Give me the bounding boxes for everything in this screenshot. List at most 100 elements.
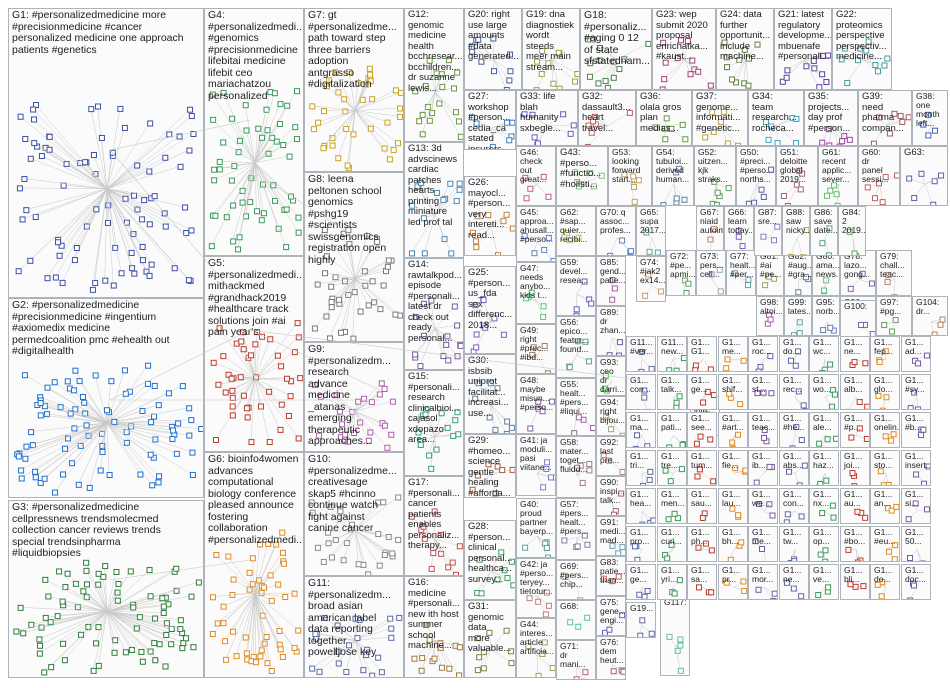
node xyxy=(541,343,548,350)
node xyxy=(707,366,714,371)
node xyxy=(75,481,82,488)
node xyxy=(213,437,220,444)
edge xyxy=(702,511,706,523)
group-nodes-g79 xyxy=(884,271,898,295)
group-nodes-misc-66 xyxy=(815,584,832,599)
node xyxy=(36,636,43,643)
edge xyxy=(414,328,436,355)
node xyxy=(751,199,758,205)
node xyxy=(350,335,357,341)
node xyxy=(396,614,403,621)
node xyxy=(280,549,287,556)
edge xyxy=(344,278,356,332)
node xyxy=(225,553,232,560)
node xyxy=(664,555,671,561)
node xyxy=(494,463,501,470)
node xyxy=(41,475,48,482)
node xyxy=(309,665,316,672)
group-panel-g90: G90: inspi... talk... xyxy=(596,476,626,516)
group-panel-misc-41: G1... men... xyxy=(657,488,687,524)
node xyxy=(350,131,357,138)
node xyxy=(740,578,747,585)
node xyxy=(726,390,733,397)
node xyxy=(543,544,550,551)
group-panel-misc-32: G1... tum... xyxy=(687,450,717,486)
group-panel-misc-66: G1... ve... xyxy=(809,564,839,600)
node xyxy=(220,620,227,627)
edge xyxy=(421,640,436,658)
node xyxy=(415,429,422,436)
node xyxy=(643,229,650,236)
node xyxy=(707,82,714,89)
node xyxy=(130,604,137,611)
node xyxy=(95,581,102,588)
node xyxy=(735,512,742,519)
edge xyxy=(547,125,571,134)
group-nodes-g46 xyxy=(522,173,552,202)
node xyxy=(831,182,838,189)
group-panel-misc-13: G1... shif... xyxy=(718,374,748,410)
group-nodes-g47 xyxy=(523,289,547,320)
node xyxy=(697,433,704,440)
edge xyxy=(893,279,896,295)
node xyxy=(80,588,87,595)
edge xyxy=(803,59,820,87)
node xyxy=(547,474,554,481)
edge xyxy=(354,278,384,286)
node xyxy=(438,410,445,417)
node xyxy=(761,427,768,434)
node xyxy=(931,331,938,335)
group-panel-g65: G65: supa 2017... xyxy=(636,206,666,256)
node xyxy=(37,412,44,419)
group-panel-misc-61: G1... yri... xyxy=(657,564,687,600)
edge xyxy=(354,110,388,123)
node xyxy=(550,257,555,261)
node xyxy=(146,567,153,574)
group-panel-misc-29: G1... #b... xyxy=(901,412,931,448)
edge xyxy=(62,422,108,475)
edge xyxy=(490,404,496,430)
node xyxy=(487,380,494,387)
node xyxy=(789,445,796,447)
node xyxy=(646,476,653,483)
node xyxy=(169,436,176,443)
node xyxy=(473,120,480,127)
group-panel-misc-7: G1... ne... xyxy=(840,336,870,372)
group-nodes-g26 xyxy=(469,211,515,255)
node xyxy=(453,198,460,205)
edge xyxy=(331,110,356,146)
group-nodes-misc-22 xyxy=(693,433,714,447)
node xyxy=(755,368,762,371)
edge xyxy=(354,92,401,111)
node xyxy=(494,385,501,392)
edge xyxy=(254,592,295,648)
node xyxy=(734,142,741,145)
group-nodes-misc-19 xyxy=(907,389,921,409)
group-nodes-g100 xyxy=(857,321,875,337)
group-nodes-g14 xyxy=(412,297,463,369)
edge xyxy=(551,59,554,84)
group-panel-g61: G61: recent applic... sever... xyxy=(818,146,858,206)
edge xyxy=(97,584,108,612)
node xyxy=(819,510,826,517)
edge xyxy=(34,422,108,472)
node xyxy=(882,348,889,355)
node xyxy=(446,665,453,672)
node xyxy=(335,89,342,96)
edge xyxy=(924,174,941,185)
edge xyxy=(57,188,108,240)
node xyxy=(661,76,668,83)
group-panel-g10: G10: #personalizedme... creativesage ska… xyxy=(304,452,404,576)
group-nodes-g37 xyxy=(702,108,741,145)
node xyxy=(264,660,271,667)
edge xyxy=(95,188,108,209)
edge xyxy=(334,71,356,111)
edge xyxy=(331,278,356,307)
node xyxy=(366,65,373,72)
node xyxy=(22,455,29,462)
node xyxy=(266,388,273,395)
group-nodes-misc-5 xyxy=(787,348,802,369)
group-nodes-misc-9 xyxy=(911,352,930,367)
node xyxy=(674,55,681,62)
node xyxy=(596,57,603,64)
